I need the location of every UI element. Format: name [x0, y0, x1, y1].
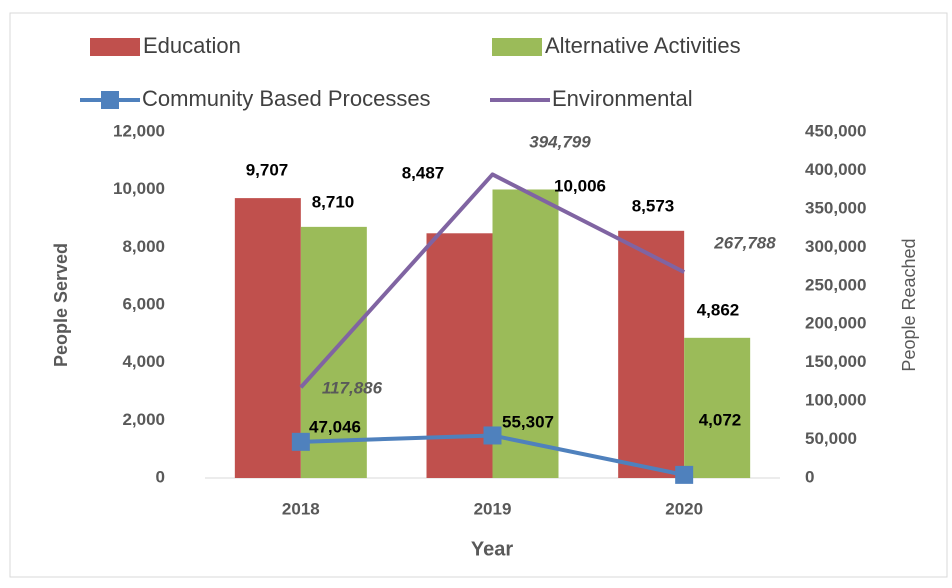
- legend-label: Education: [143, 33, 241, 58]
- line-series: [299, 172, 686, 389]
- data-label: 8,487: [402, 163, 445, 182]
- line-marker: [483, 426, 502, 445]
- data-label: 117,886: [322, 378, 383, 397]
- x-tick-label: 2018: [282, 499, 320, 518]
- data-label: 8,573: [632, 196, 675, 215]
- y2-tick-label: 300,000: [805, 237, 866, 256]
- y-tick-label: 2,000: [122, 410, 165, 429]
- data-label: 394,799: [529, 132, 591, 151]
- bar: [426, 233, 493, 478]
- bar: [618, 230, 685, 478]
- x-tick-label: 2019: [474, 499, 512, 518]
- data-label: 8,710: [312, 192, 355, 211]
- legend-label: Alternative Activities: [545, 33, 741, 58]
- legend-swatch: [90, 38, 140, 56]
- y-tick-label: 0: [156, 467, 165, 486]
- data-label: 267,788: [713, 233, 776, 252]
- y2-tick-label: 150,000: [805, 352, 866, 371]
- y-tick-label: 6,000: [122, 294, 165, 313]
- y2-tick-label: 450,000: [805, 121, 866, 140]
- data-label: 9,707: [246, 160, 289, 179]
- x-tick-label: 2020: [665, 499, 703, 518]
- data-label: 55,307: [502, 412, 554, 431]
- line-marker: [291, 432, 310, 451]
- legend-marker: [101, 91, 119, 109]
- y2-tick-label: 250,000: [805, 275, 866, 294]
- data-label: 4,072: [699, 410, 742, 429]
- y2-axis-title: People Reached: [899, 238, 919, 371]
- y2-tick-label: 0: [805, 467, 814, 486]
- y-tick-label: 8,000: [122, 237, 165, 256]
- bar: [684, 337, 751, 478]
- data-label: 47,046: [309, 417, 361, 436]
- y2-tick-label: 50,000: [805, 429, 857, 448]
- y2-tick-label: 200,000: [805, 314, 866, 333]
- y2-tick-label: 100,000: [805, 391, 866, 410]
- y-tick-label: 10,000: [113, 179, 165, 198]
- y2-tick-label: 400,000: [805, 160, 866, 179]
- y-tick-label: 4,000: [122, 352, 165, 371]
- y-axis-title: People Served: [51, 243, 71, 367]
- line-marker: [675, 465, 694, 484]
- legend-swatch: [492, 38, 542, 56]
- bar: [234, 198, 301, 478]
- bar: [492, 189, 559, 479]
- legend-label: Community Based Processes: [142, 86, 431, 111]
- y-tick-label: 12,000: [113, 121, 165, 140]
- data-label: 10,006: [554, 176, 606, 195]
- x-axis-title: Year: [471, 538, 513, 560]
- data-label: 4,862: [697, 300, 740, 319]
- y2-tick-label: 350,000: [805, 198, 866, 217]
- legend-label: Environmental: [552, 86, 693, 111]
